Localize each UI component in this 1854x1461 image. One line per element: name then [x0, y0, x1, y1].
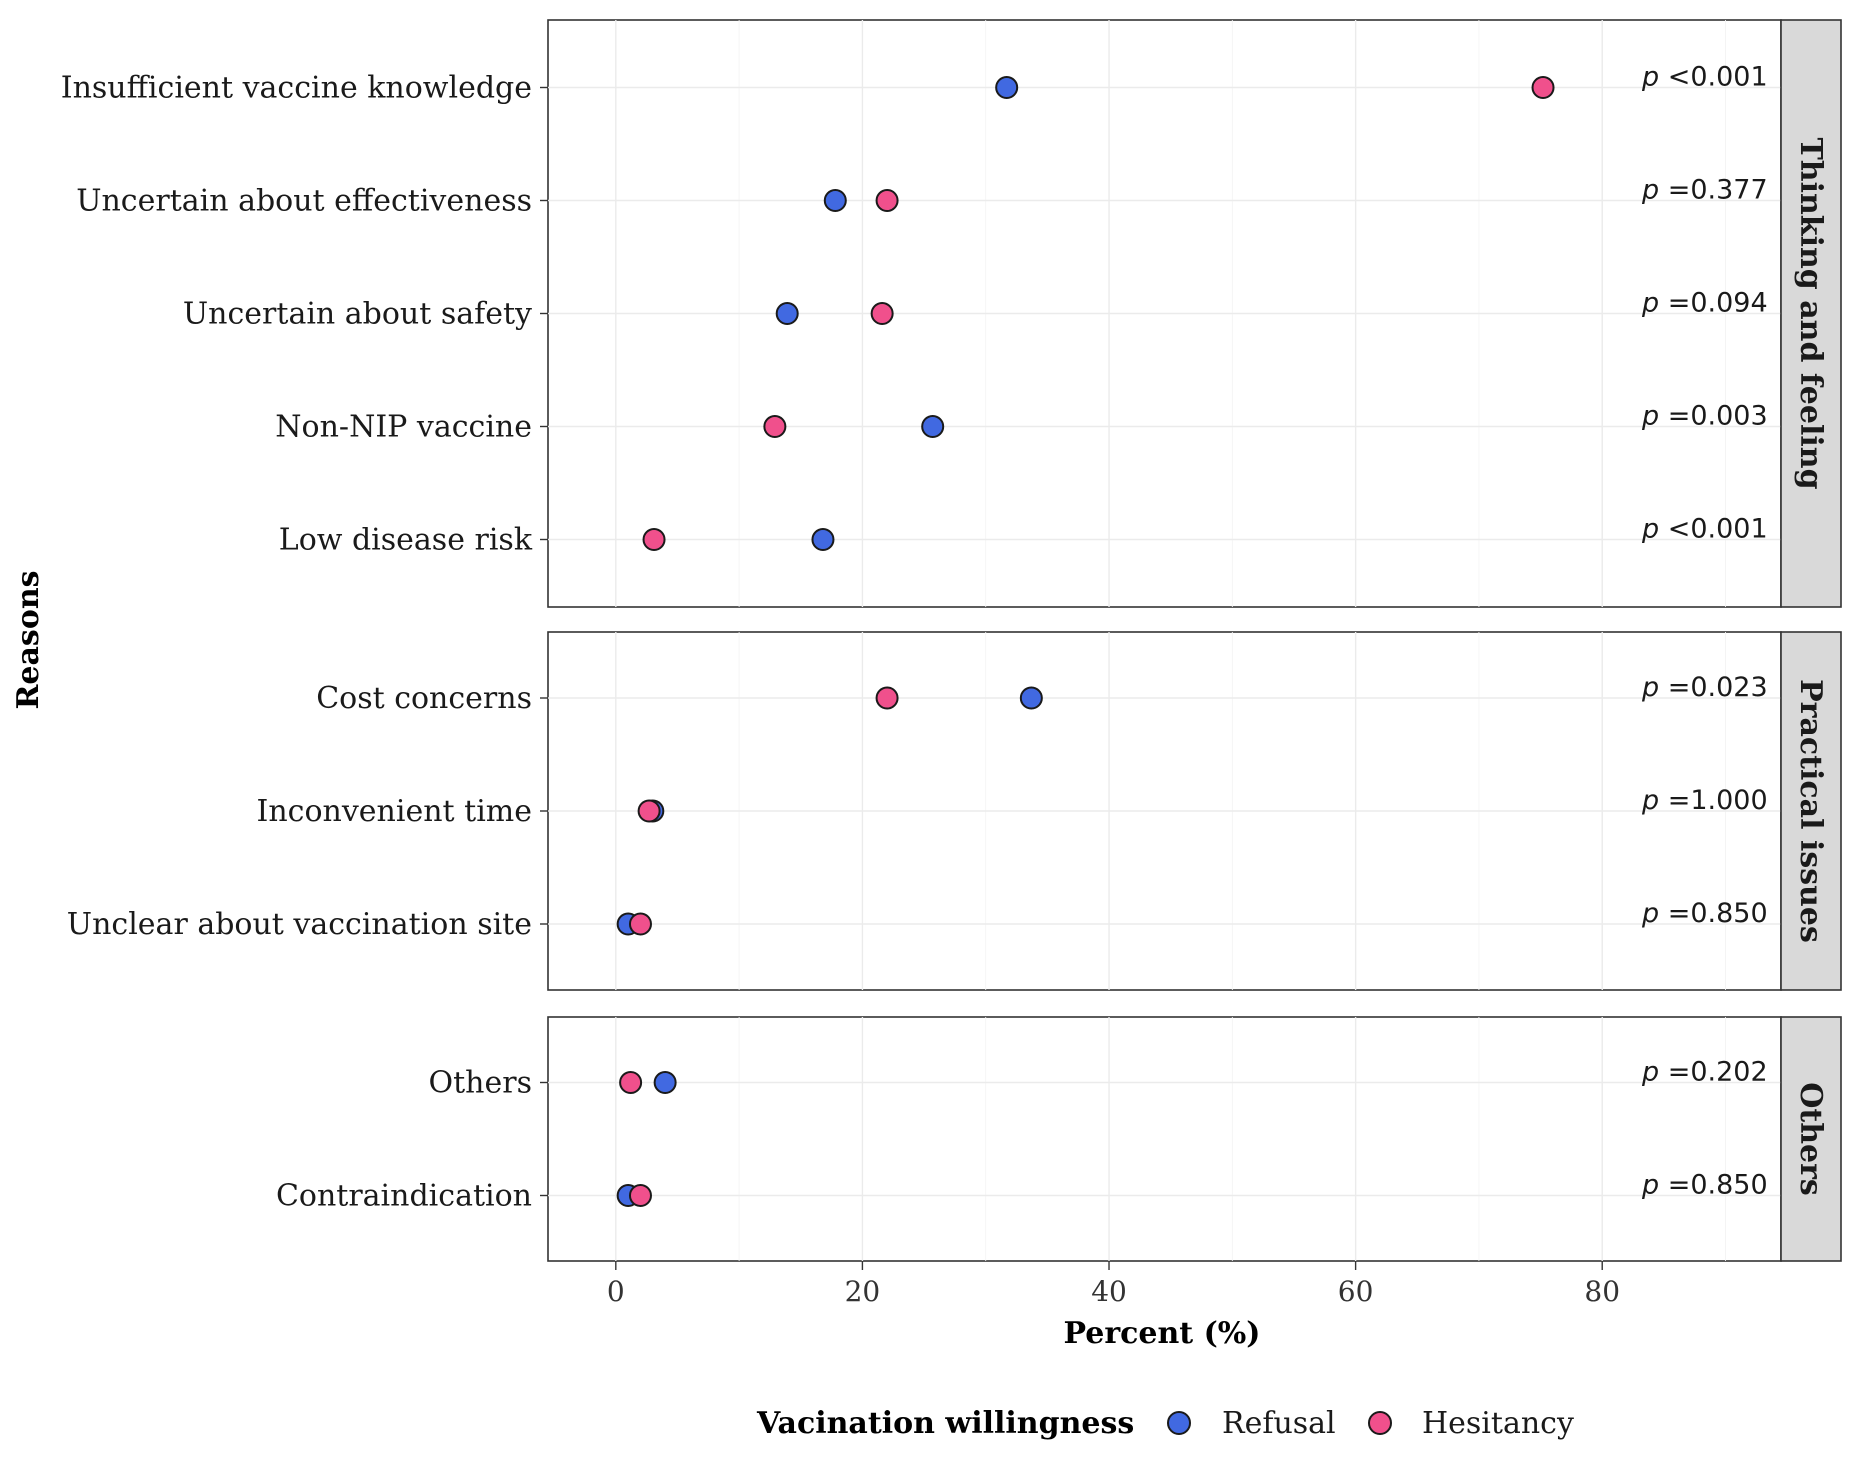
legend-label-hesitancy: Hesitancy	[1422, 1406, 1574, 1441]
p-value-text: =0.003	[1668, 401, 1768, 432]
category-label-cost-concerns: Cost concerns	[316, 681, 532, 716]
p-value-cost-concerns: p =0.023	[1641, 672, 1768, 703]
category-label-insufficient-vaccine-knowledge: Insufficient vaccine knowledge	[61, 71, 532, 106]
chart-panels: Insufficient vaccine knowledge p <0.001 Un…	[61, 19, 1842, 1262]
hesitancy-point-unclear-about-vaccination-site	[628, 912, 652, 936]
panel-background	[547, 1016, 1782, 1262]
facet-panel-thinking-and-feeling: Insufficient vaccine knowledge p <0.001 Un…	[61, 19, 1842, 608]
category-label-uncertain-about-safety: Uncertain about safety	[183, 297, 532, 332]
refusal-point-uncertain-about-effectiveness	[823, 189, 847, 212]
category-label-others: Others	[429, 1066, 532, 1101]
p-value-contraindication: p =0.850	[1641, 1170, 1768, 1201]
x-axis-title: Percent (%)	[1063, 1316, 1260, 1351]
p-value-text: =0.850	[1668, 1170, 1768, 1201]
p-value-text: <0.001	[1668, 62, 1768, 93]
p-symbol: p	[1641, 1057, 1668, 1088]
category-label-contraindication: Contraindication	[276, 1179, 532, 1214]
p-value-text: =0.850	[1668, 898, 1768, 929]
category-label-unclear-about-vaccination-site: Unclear about vaccination site	[67, 907, 532, 942]
x-tick-label: 60	[1338, 1275, 1374, 1308]
p-symbol: p	[1641, 898, 1668, 929]
y-axis-title: Reasons	[11, 570, 46, 709]
hesitancy-point-inconvenient-time	[637, 799, 661, 823]
p-value-text: =0.023	[1668, 672, 1768, 703]
x-tick-label: 0	[607, 1275, 625, 1308]
p-value-low-disease-risk: p <0.001	[1641, 514, 1768, 545]
hesitancy-point-others	[619, 1071, 643, 1094]
p-value-text: <0.001	[1668, 514, 1768, 545]
facet-panel-others: Others p =0.202 Contraindication p =0.850 Ot…	[276, 1016, 1842, 1262]
facet-strip-label-practical-issues: Practical issues	[1793, 679, 1828, 943]
x-tick-label: 80	[1584, 1275, 1620, 1308]
p-symbol: p	[1641, 785, 1668, 816]
refusal-point-uncertain-about-safety	[775, 302, 799, 325]
facet-strip	[1780, 1016, 1842, 1262]
legend-title: Vacination willingness	[756, 1406, 1134, 1441]
hesitancy-point-uncertain-about-safety	[870, 302, 894, 325]
p-symbol: p	[1641, 288, 1668, 319]
p-symbol: p	[1641, 401, 1668, 432]
p-value-others: p =0.202	[1641, 1057, 1768, 1088]
p-symbol: p	[1641, 1170, 1668, 1201]
hesitancy-point-contraindication	[628, 1184, 652, 1207]
hesitancy-point-uncertain-about-effectiveness	[875, 189, 899, 212]
legend-label-refusal: Refusal	[1222, 1406, 1336, 1441]
p-value-unclear-about-vaccination-site: p =0.850	[1641, 898, 1768, 929]
p-symbol: p	[1641, 672, 1668, 703]
x-tick-label: 20	[845, 1275, 881, 1308]
p-value-uncertain-about-safety: p =0.094	[1641, 288, 1768, 319]
facet-strip	[1780, 631, 1842, 991]
refusal-point-insufficient-vaccine-knowledge	[995, 76, 1019, 99]
p-value-text: =0.377	[1668, 175, 1768, 206]
hesitancy-point-cost-concerns	[875, 686, 899, 710]
facet-panel-practical-issues: Cost concerns p =0.023 Inconvenient time p …	[67, 631, 1842, 991]
p-symbol: p	[1641, 62, 1668, 93]
category-label-uncertain-about-effectiveness: Uncertain about effectiveness	[76, 184, 532, 219]
facet-strip	[1780, 19, 1842, 608]
facet-strip-label-thinking-and-feeling: Thinking and feeling	[1793, 137, 1828, 489]
hesitancy-point-insufficient-vaccine-knowledge	[1531, 76, 1555, 99]
refusal-point-cost-concerns	[1019, 686, 1043, 710]
legend-key-refusal	[1167, 1411, 1191, 1435]
p-symbol: p	[1641, 175, 1668, 206]
p-symbol: p	[1641, 514, 1668, 545]
x-axis: 0 20 40 60 80	[607, 1261, 1620, 1308]
p-value-text: =0.202	[1668, 1057, 1768, 1088]
p-value-non-nip-vaccine: p =0.003	[1641, 401, 1768, 432]
p-value-text: =0.094	[1668, 288, 1768, 319]
refusal-point-low-disease-risk	[811, 528, 835, 551]
p-value-inconvenient-time: p =1.000	[1641, 785, 1768, 816]
x-tick-label: 40	[1091, 1275, 1127, 1308]
p-value-insufficient-vaccine-knowledge: p <0.001	[1641, 62, 1768, 93]
refusal-point-others	[653, 1071, 677, 1094]
hesitancy-point-non-nip-vaccine	[763, 415, 787, 438]
p-value-uncertain-about-effectiveness: p =0.377	[1641, 175, 1768, 206]
legend: Vacination willingness Refusal Hesitancy	[756, 1406, 1574, 1441]
category-label-non-nip-vaccine: Non-NIP vaccine	[275, 410, 532, 445]
category-label-inconvenient-time: Inconvenient time	[257, 794, 533, 829]
hesitancy-point-low-disease-risk	[642, 528, 666, 551]
legend-key-hesitancy	[1368, 1411, 1392, 1435]
refusal-point-non-nip-vaccine	[921, 415, 945, 438]
p-value-text: =1.000	[1668, 785, 1768, 816]
facet-strip-label-others: Others	[1793, 1082, 1828, 1196]
category-label-low-disease-risk: Low disease risk	[279, 523, 533, 558]
